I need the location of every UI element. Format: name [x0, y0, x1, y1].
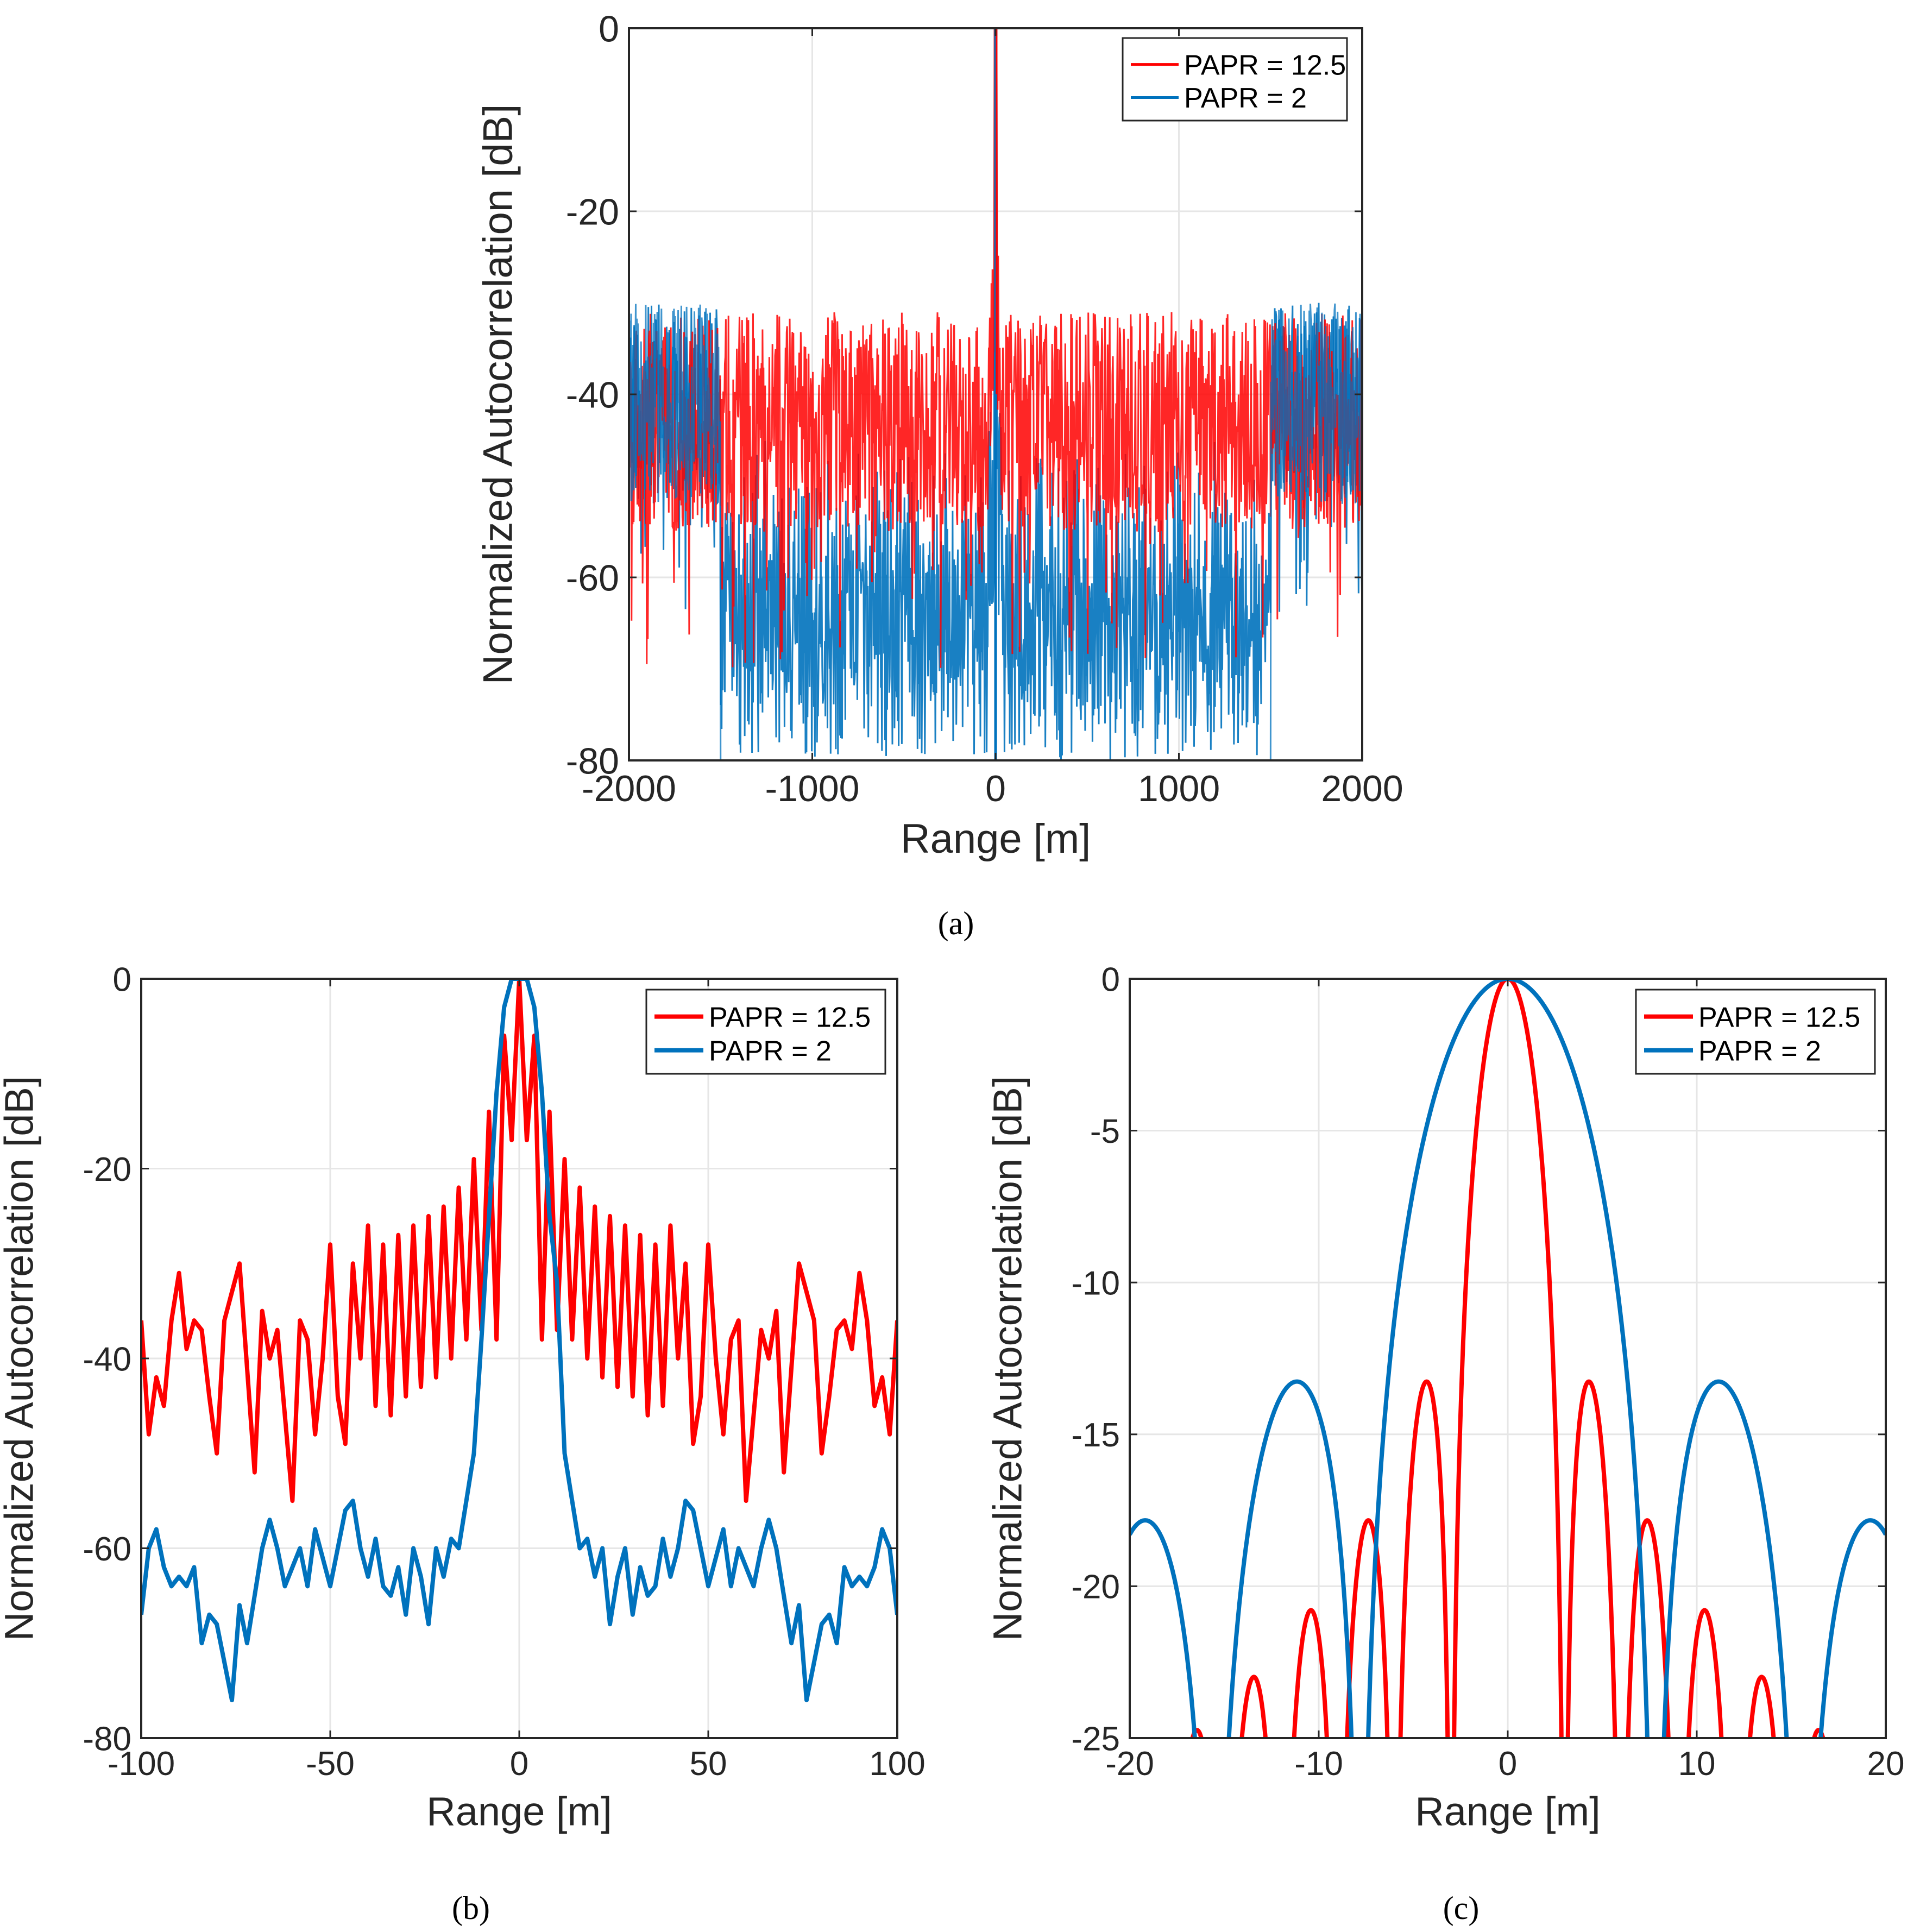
y-axis-label: Normalized Autocorrelation [dB] — [0, 1076, 42, 1641]
panel-label-a: (a) — [938, 905, 974, 941]
legend-box — [1122, 37, 1348, 122]
y-tick-label: -20 — [83, 1151, 131, 1188]
series-papr-12-5-line — [141, 979, 897, 1503]
y-axis-label: Normalized Autocorrelation [dB] — [475, 104, 521, 685]
legend-entry: PAPR = 12.5 — [709, 1002, 871, 1033]
legend-entry: PAPR = 12.5 — [1698, 1002, 1860, 1033]
legend-box — [1635, 989, 1876, 1075]
panel-label-b: (b) — [452, 1890, 490, 1926]
x-tick-label: 100 — [869, 1745, 925, 1783]
x-axis-label: Range [m] — [901, 816, 1091, 862]
x-tick-label: 0 — [985, 768, 1006, 809]
x-tick-label: -50 — [306, 1745, 355, 1783]
series-papr-2-line — [1130, 979, 1886, 1738]
y-tick-label: -60 — [83, 1531, 131, 1568]
x-tick-label: -100 — [108, 1745, 175, 1783]
legend-entry: PAPR = 2 — [709, 1035, 832, 1067]
panel-b: -100 -50 0 50 100 -80 -60 -40 -20 0 Range [m] Norma… — [0, 961, 926, 1834]
y-tick-label: -40 — [566, 374, 619, 416]
legend-entry: PAPR = 12.5 — [1184, 49, 1346, 81]
legend-box — [645, 989, 886, 1075]
panel-a: -2000 -1000 0 1000 2000 -80 -60 -40 -20 0 Range [m… — [475, 8, 1403, 861]
series-papr-2-line — [629, 28, 1362, 760]
x-tick-label: 20 — [1867, 1745, 1905, 1783]
x-axis-label: Range [m] — [1415, 1789, 1600, 1834]
x-tick-label: 0 — [510, 1745, 528, 1783]
y-tick-label: -20 — [566, 191, 619, 232]
legend-entry: PAPR = 2 — [1184, 83, 1307, 114]
series-papr-12-5-line — [629, 28, 1362, 668]
y-tick-label: -25 — [1071, 1720, 1120, 1758]
y-tick-label: 0 — [1101, 961, 1120, 998]
y-tick-label: -10 — [1071, 1265, 1120, 1302]
y-tick-label: -20 — [1071, 1569, 1120, 1606]
legend-entry: PAPR = 2 — [1698, 1035, 1821, 1067]
x-tick-label: 1000 — [1138, 768, 1220, 809]
panel-label-c: (c) — [1443, 1890, 1480, 1926]
x-tick-label: 10 — [1678, 1745, 1716, 1783]
y-tick-label: -80 — [566, 740, 619, 782]
x-tick-label: 2000 — [1321, 768, 1403, 809]
series-papr-12-5-line — [1190, 979, 1825, 1738]
y-tick-label: 0 — [113, 961, 131, 998]
x-tick-label: -1000 — [765, 768, 860, 809]
x-tick-label: -2000 — [582, 768, 676, 809]
y-tick-label: 0 — [599, 8, 619, 49]
x-tick-label: 50 — [690, 1745, 727, 1783]
x-axis-label: Range [m] — [426, 1789, 612, 1834]
y-tick-label: -80 — [83, 1720, 131, 1758]
y-tick-label: -40 — [83, 1341, 131, 1378]
x-tick-label: 0 — [1499, 1745, 1517, 1783]
y-tick-label: -5 — [1090, 1113, 1120, 1150]
y-tick-label: -60 — [566, 557, 619, 599]
y-axis-label: Normalized Autocorrelation [dB] — [985, 1076, 1030, 1641]
series-papr-2-line — [141, 979, 897, 1703]
x-tick-label: -10 — [1294, 1745, 1343, 1783]
y-tick-label: -15 — [1071, 1417, 1120, 1454]
x-tick-label: -20 — [1105, 1745, 1154, 1783]
